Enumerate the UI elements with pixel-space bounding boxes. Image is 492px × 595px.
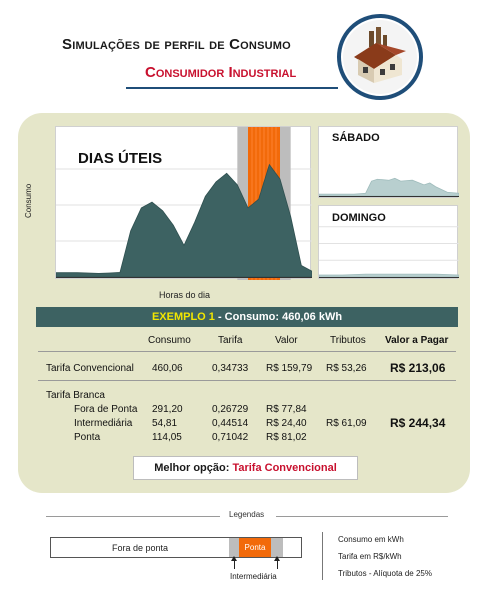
row-ponta-valor: R$ 81,02: [266, 432, 307, 443]
legend-intermediaria: Intermediária: [230, 572, 277, 581]
legend-divider-left: [46, 516, 220, 517]
consumption-area: [318, 273, 460, 278]
weekday-chart-title: DIAS ÚTEIS: [78, 150, 163, 167]
y-axis-label: Consumo: [24, 183, 33, 218]
table-divider: [38, 351, 456, 352]
col-header-tarifa: Tarifa: [218, 335, 243, 346]
row-branca-tributos: R$ 61,09: [326, 418, 367, 429]
weekday-area-chart: [55, 127, 313, 280]
example-consumption: - Consumo: 460,06 kWh: [214, 311, 343, 323]
legend-divider-right: [276, 516, 448, 517]
sunday-chart-title: DOMINGO: [332, 212, 386, 224]
row-ponta-tarifa: 0,71042: [212, 432, 249, 443]
legend-note-tributos: Tributos - Alíquota de 25%: [338, 569, 432, 578]
legend-fora-ponta: Fora de ponta: [112, 543, 169, 553]
arrow-up-icon: [274, 556, 280, 569]
row-convencional-tarifa: 0,34733: [212, 363, 249, 374]
row-fora-ponta-label: Fora de Ponta: [74, 404, 138, 415]
row-intermediaria-tarifa: 0,44514: [212, 418, 249, 429]
row-intermediaria-label: Intermediária: [74, 418, 133, 429]
row-intermediaria-valor: R$ 24,40: [266, 418, 307, 429]
row-convencional-tributos: R$ 53,26: [326, 363, 367, 374]
sunday-chart: [318, 205, 460, 279]
page-title: Simulações de perfil de Consumo: [62, 36, 291, 53]
row-fora-ponta-tarifa: 0,26729: [212, 404, 249, 415]
legend-title: Legendas: [229, 510, 265, 519]
saturday-chart-title: SÁBADO: [332, 132, 380, 144]
best-option-value: Tarifa Convencional: [232, 462, 337, 474]
row-fora-ponta-valor: R$ 77,84: [266, 404, 307, 415]
legend-notes-divider: [322, 532, 323, 580]
example-banner: EXEMPLO 1 - Consumo: 460,06 kWh: [36, 307, 458, 327]
row-ponta-label: Ponta: [74, 432, 101, 443]
consumption-area: [55, 163, 313, 278]
consumption-area: [318, 177, 460, 197]
row-convencional-total: R$ 213,06: [390, 361, 446, 375]
legend-note-consumo: Consumo em kWh: [338, 535, 404, 544]
col-header-valor-pagar: Valor a Pagar: [385, 335, 449, 346]
best-option-label: Melhor opção:: [154, 462, 233, 474]
example-number: EXEMPLO 1: [151, 311, 215, 323]
arrow-up-icon: [231, 556, 237, 569]
col-header-tributos: Tributos: [330, 335, 366, 346]
legend-ponta-segment: Ponta: [239, 538, 271, 557]
col-header-valor: Valor: [275, 335, 298, 346]
row-convencional-consumo: 460,06: [152, 363, 183, 374]
legend-note-tarifa: Tarifa em R$/kWh: [338, 552, 402, 561]
row-convencional-valor: R$ 159,79: [266, 363, 313, 374]
weekday-chart: [55, 126, 313, 280]
row-intermediaria-consumo: 54,81: [152, 418, 178, 429]
best-option-box: Melhor opção: Tarifa Convencional: [133, 456, 358, 480]
saturday-chart: [318, 126, 460, 198]
saturday-area-chart: [318, 177, 460, 197]
page-subtitle: Consumidor Industrial: [145, 64, 297, 81]
table-divider: [38, 380, 456, 381]
legend-intermediate-segment: [271, 538, 283, 557]
col-header-consumo: Consumo: [148, 335, 191, 346]
legend-intermediate-segment: [229, 538, 239, 557]
x-axis-label: Horas do dia: [159, 290, 211, 300]
row-convencional-label: Tarifa Convencional: [46, 363, 134, 374]
row-branca-total: R$ 244,34: [390, 416, 446, 430]
row-fora-ponta-consumo: 291,20: [152, 404, 183, 415]
factory-logo-icon: [337, 14, 423, 100]
row-ponta-consumo: 114,05: [152, 432, 182, 443]
row-branca-label: Tarifa Branca: [46, 390, 105, 401]
title-underline: [126, 87, 338, 89]
